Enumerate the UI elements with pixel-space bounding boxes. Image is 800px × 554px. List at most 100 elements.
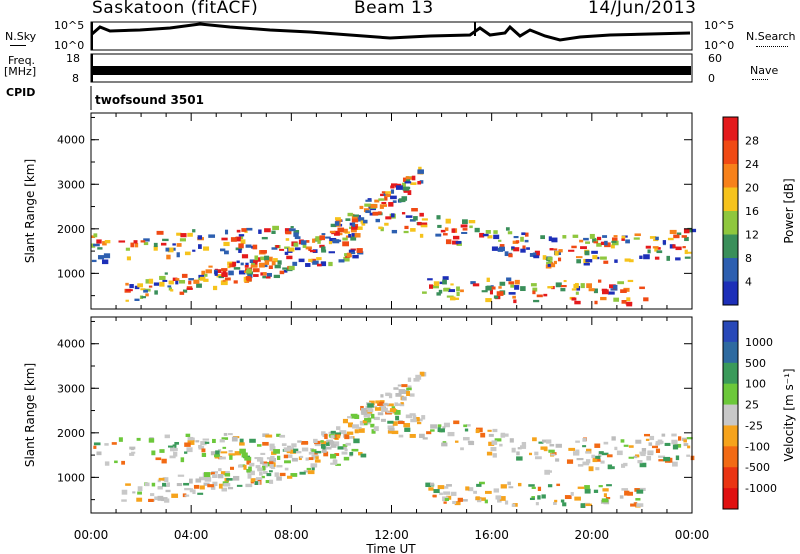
data-cell — [373, 426, 379, 432]
data-cell — [212, 481, 218, 487]
data-cell — [649, 435, 655, 441]
data-cell — [279, 270, 285, 275]
colorbar-tick-label: 12 — [745, 229, 759, 242]
data-cell — [619, 495, 624, 499]
data-cell — [210, 472, 215, 475]
data-cell — [616, 450, 623, 456]
data-cell — [229, 263, 235, 268]
data-cell — [593, 489, 599, 493]
data-cell — [428, 487, 434, 491]
data-cell — [151, 450, 156, 456]
data-cell — [516, 456, 523, 461]
data-cell — [301, 447, 309, 452]
data-cell — [583, 263, 590, 266]
data-cell — [392, 421, 398, 426]
data-cell — [351, 225, 358, 230]
data-cell — [402, 186, 410, 191]
data-cell — [129, 452, 135, 456]
data-cell — [553, 248, 558, 251]
data-cell — [288, 265, 295, 271]
data-cell — [283, 447, 291, 452]
data-cell — [132, 491, 136, 494]
data-cell — [311, 466, 315, 471]
data-cell — [406, 387, 412, 391]
data-cell — [504, 500, 509, 505]
data-cell — [613, 297, 620, 302]
data-cell — [476, 498, 482, 503]
data-cell — [475, 496, 480, 501]
data-cell — [196, 283, 202, 288]
data-cell — [349, 452, 354, 456]
data-cell — [521, 232, 526, 236]
data-cell — [212, 285, 218, 291]
data-cell — [293, 448, 299, 454]
data-cell — [380, 193, 384, 197]
data-cell — [305, 240, 310, 243]
data-cell — [443, 287, 449, 292]
data-cell — [468, 441, 475, 446]
data-cell — [460, 447, 464, 451]
data-cell — [305, 246, 312, 250]
data-cell — [258, 262, 265, 268]
data-cell — [295, 451, 302, 454]
colorbar-swatch — [723, 383, 738, 406]
y-tick-label: 1000 — [57, 267, 85, 280]
data-cell — [445, 239, 452, 245]
data-cell — [607, 291, 615, 295]
data-cell — [529, 497, 535, 501]
data-cell — [437, 424, 442, 428]
y-axis-label: Slant Range [km] — [23, 159, 37, 263]
data-cell — [664, 442, 671, 446]
colorbar-swatch — [723, 488, 738, 510]
data-cell — [183, 482, 190, 486]
data-cell — [176, 232, 182, 236]
data-cell — [487, 235, 493, 239]
data-cell — [319, 235, 325, 241]
data-cell — [624, 258, 631, 262]
data-cell — [288, 447, 294, 452]
data-cell — [512, 295, 516, 299]
data-cell — [286, 454, 293, 458]
nsearch-dotted-line — [756, 46, 788, 47]
data-cell — [576, 457, 584, 461]
data-cell — [380, 418, 386, 422]
data-cell — [506, 277, 512, 282]
data-cell — [517, 482, 522, 487]
data-cell — [258, 229, 262, 234]
data-cell — [172, 243, 176, 246]
data-cell — [381, 191, 386, 194]
data-cell — [249, 259, 256, 264]
data-cell — [344, 448, 348, 452]
data-cell — [611, 237, 618, 242]
data-cell — [125, 483, 131, 486]
data-cell — [535, 502, 539, 506]
data-cell — [93, 445, 97, 449]
data-cell — [493, 295, 499, 299]
data-cell — [403, 179, 411, 183]
data-cell — [371, 429, 376, 434]
data-cell — [521, 441, 527, 447]
data-cell — [468, 487, 474, 492]
data-cell — [365, 405, 369, 410]
data-cell — [487, 429, 492, 432]
data-cell — [548, 260, 553, 263]
data-cell — [410, 182, 417, 186]
data-cell — [499, 443, 503, 447]
data-cell — [180, 233, 187, 238]
data-cell — [419, 233, 424, 238]
data-cell — [283, 269, 288, 273]
data-cell — [334, 453, 340, 456]
x-axis-label: Time UT — [365, 542, 416, 554]
data-cell — [290, 226, 294, 229]
data-cell — [264, 255, 270, 261]
data-cell — [421, 222, 428, 225]
axes-layer: 4000 3000 2000 1000 Slant Range [km] 28 24 20 16… — [23, 113, 796, 542]
data-cell — [271, 261, 276, 266]
data-cell — [493, 234, 500, 240]
data-cell — [186, 287, 193, 290]
data-cell — [367, 403, 374, 408]
data-cell — [302, 441, 309, 445]
colorbar-swatch — [723, 140, 738, 165]
data-cell — [317, 239, 321, 244]
data-cell — [370, 204, 378, 208]
